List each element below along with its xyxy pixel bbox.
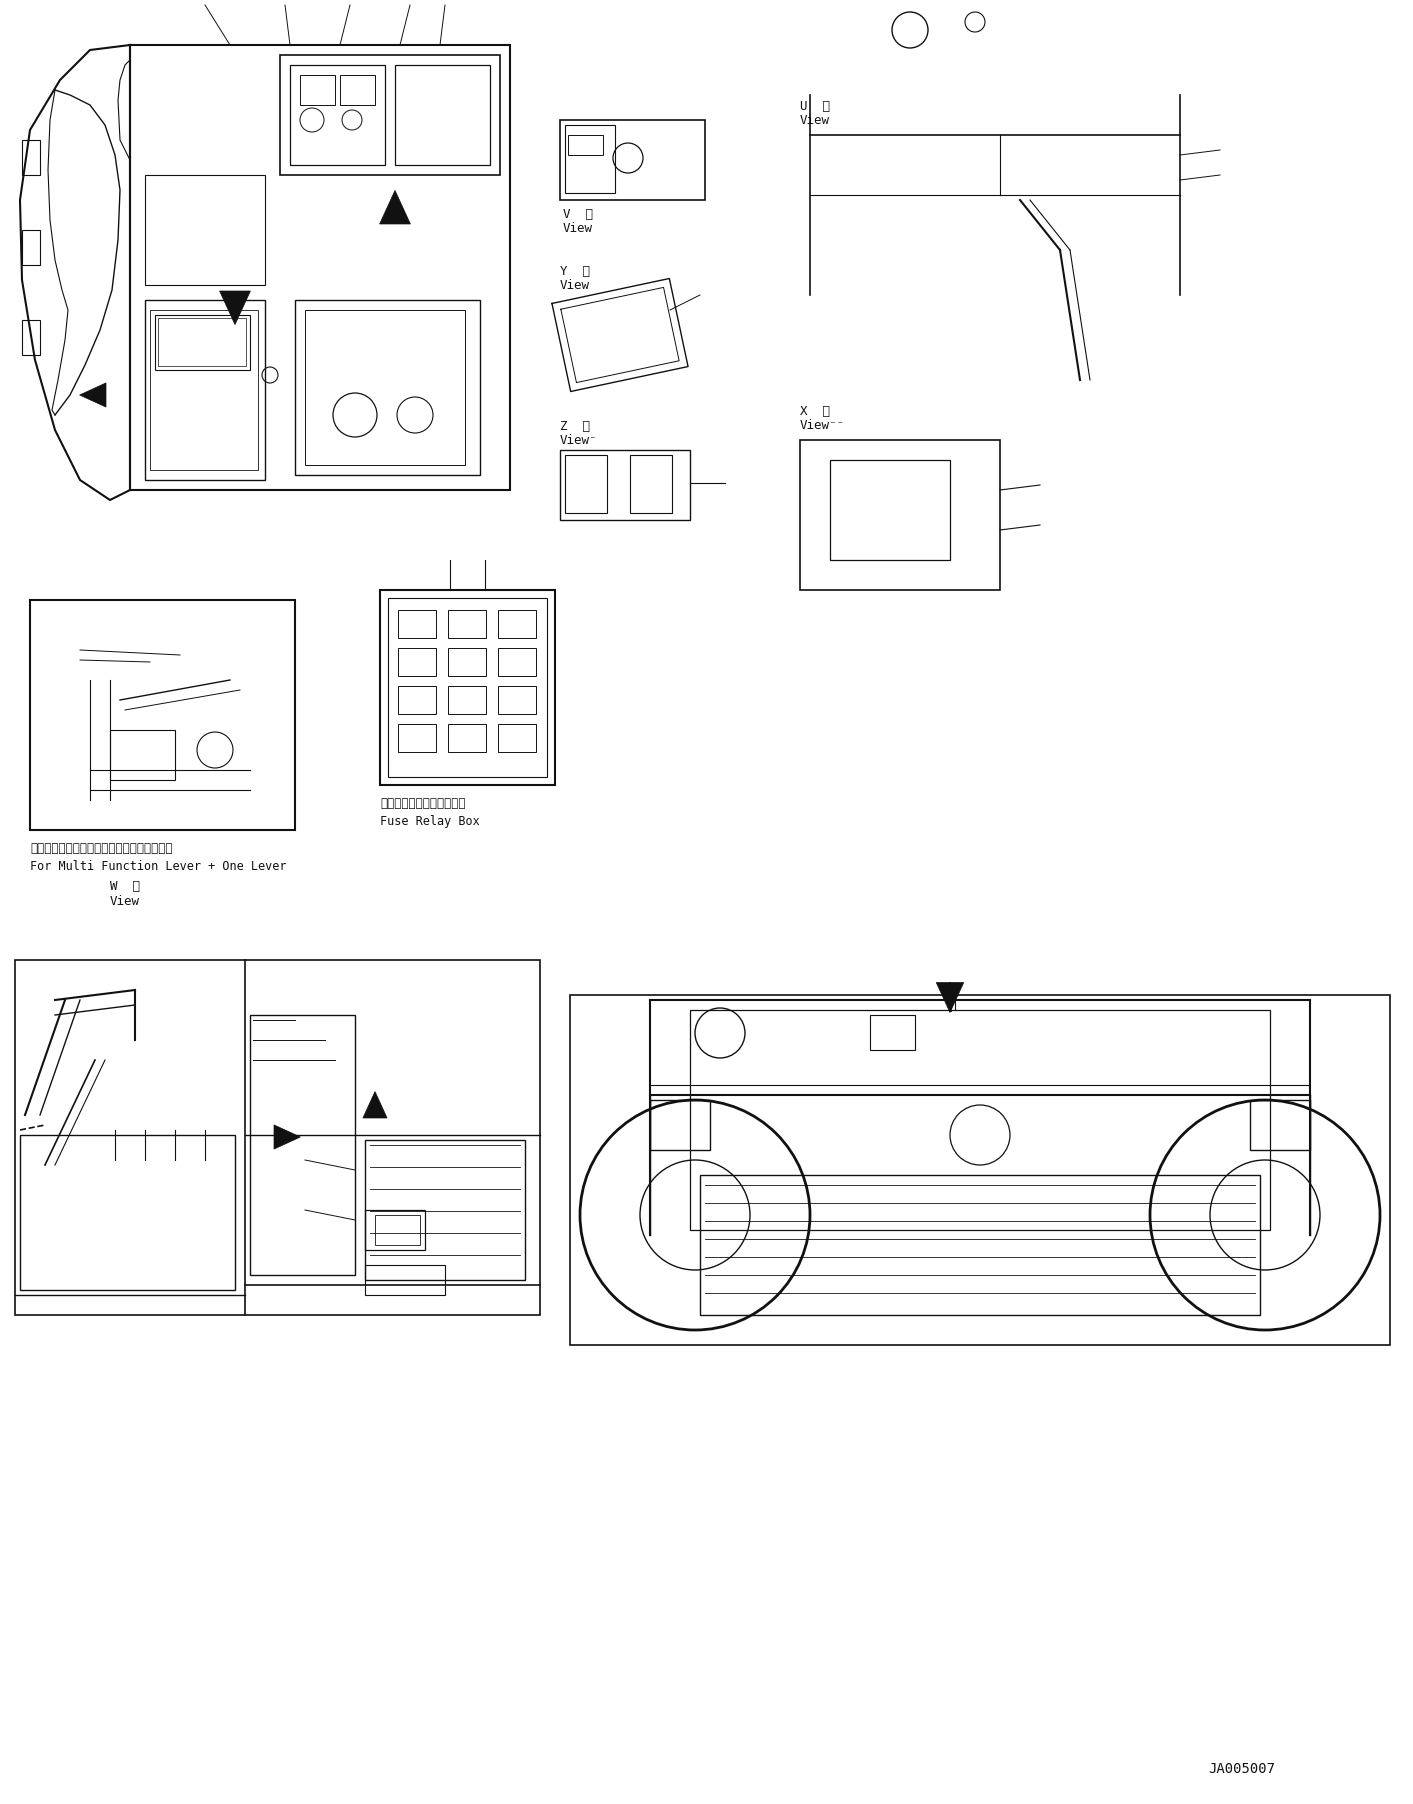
Bar (365, 1140, 526, 1281)
Bar (870, 1016, 916, 1050)
Text: View: View (562, 222, 593, 235)
Polygon shape (219, 290, 250, 325)
Bar (569, 996, 1390, 1346)
Bar (30, 601, 295, 830)
Bar (497, 648, 536, 676)
Bar (497, 723, 536, 752)
Bar (448, 723, 486, 752)
Text: Y  視: Y 視 (560, 265, 591, 278)
Bar (380, 590, 555, 785)
Text: Z  視: Z 視 (560, 420, 591, 433)
Text: JA005007: JA005007 (1208, 1763, 1275, 1775)
Polygon shape (274, 1126, 301, 1149)
Bar (23, 319, 40, 355)
Bar (448, 686, 486, 714)
Bar (290, 65, 384, 164)
Bar (650, 1100, 709, 1149)
Text: View⁻: View⁻ (560, 435, 598, 447)
Bar (560, 449, 690, 520)
Bar (396, 65, 490, 164)
Bar (146, 175, 266, 285)
Text: マルチファンクションレバー＋１本レバー用: マルチファンクションレバー＋１本レバー用 (30, 842, 172, 855)
Text: ヒューズ・リレーボックス: ヒューズ・リレーボックス (380, 797, 465, 810)
Text: Fuse Relay Box: Fuse Relay Box (380, 815, 480, 828)
Bar (158, 318, 246, 366)
Bar (250, 1016, 355, 1275)
Bar (398, 723, 437, 752)
Bar (16, 960, 540, 1315)
Bar (565, 124, 615, 193)
Bar (448, 610, 486, 639)
Polygon shape (380, 191, 410, 224)
Bar (150, 310, 259, 471)
Bar (497, 610, 536, 639)
Bar (398, 610, 437, 639)
Bar (1251, 1100, 1310, 1149)
Polygon shape (937, 983, 964, 1012)
Bar (365, 1210, 425, 1250)
Text: U  視: U 視 (800, 99, 829, 114)
Bar (365, 1265, 445, 1295)
Bar (20, 1135, 235, 1290)
Text: For Multi Function Lever + One Lever: For Multi Function Lever + One Lever (30, 861, 287, 873)
Text: V  視: V 視 (562, 207, 593, 222)
Bar (699, 1174, 1260, 1315)
Text: View: View (800, 114, 829, 126)
Bar (295, 299, 480, 474)
Bar (448, 648, 486, 676)
Text: View: View (560, 280, 591, 292)
Bar (389, 597, 547, 778)
Bar (565, 455, 608, 512)
Text: View: View (110, 895, 140, 907)
Bar (497, 686, 536, 714)
Bar (398, 686, 437, 714)
Bar (560, 121, 705, 200)
Bar (130, 45, 510, 491)
Bar (341, 76, 374, 105)
Bar (146, 299, 266, 480)
Bar (23, 141, 40, 175)
Bar (690, 1010, 1270, 1230)
Bar (110, 731, 175, 779)
Bar (374, 1216, 420, 1245)
Polygon shape (79, 382, 106, 408)
Bar (829, 460, 950, 559)
Polygon shape (363, 1091, 387, 1118)
Text: X  視: X 視 (800, 406, 829, 419)
Bar (568, 135, 603, 155)
Text: W  視: W 視 (110, 880, 140, 893)
Bar (305, 310, 465, 465)
Bar (23, 229, 40, 265)
Bar (630, 455, 673, 512)
Text: View⁻⁻: View⁻⁻ (800, 419, 845, 431)
Bar (300, 76, 335, 105)
Bar (398, 648, 437, 676)
Bar (155, 316, 250, 370)
Bar (280, 54, 500, 175)
Bar (800, 440, 1000, 590)
